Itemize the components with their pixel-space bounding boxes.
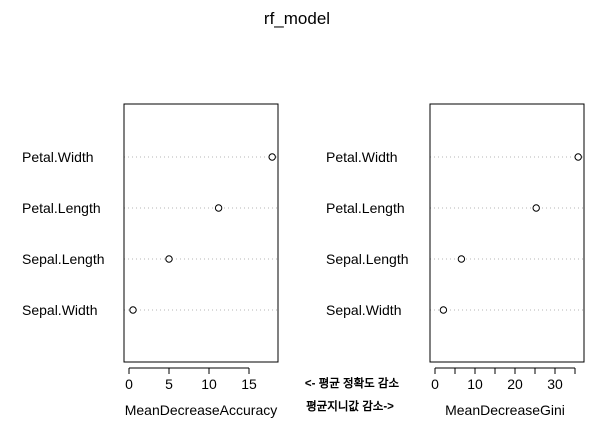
x-tick-label: 5 bbox=[165, 376, 173, 392]
data-point bbox=[129, 306, 137, 314]
data-point bbox=[439, 306, 448, 314]
x-tick-label: 20 bbox=[507, 376, 523, 392]
chart-title: rf_model bbox=[264, 9, 330, 28]
gini-panel: Petal.Width Petal.Length Sepal.Length Sepal… bbox=[326, 103, 585, 418]
x-axis-label: MeanDecreaseGini bbox=[445, 402, 565, 418]
accuracy-panel: Petal.Width Petal.Length Sepal.Length Sepal… bbox=[22, 103, 279, 418]
category-label: Petal.Width bbox=[22, 149, 94, 165]
annotation-accuracy: <- 평균 정확도 감소 bbox=[305, 376, 400, 390]
data-point bbox=[574, 153, 582, 161]
category-label: Sepal.Length bbox=[22, 251, 105, 267]
x-tick-label: 0 bbox=[125, 376, 133, 392]
category-label: Sepal.Length bbox=[326, 251, 409, 267]
annotation-gini: 평균지니값 감소-> bbox=[306, 399, 394, 413]
x-tick-label: 0 bbox=[431, 376, 439, 392]
category-label: Petal.Length bbox=[326, 200, 405, 216]
x-axis-label: MeanDecreaseAccuracy bbox=[125, 402, 278, 418]
x-tick-label: 10 bbox=[201, 376, 217, 392]
category-label: Sepal.Width bbox=[22, 302, 97, 318]
category-label: Sepal.Width bbox=[326, 302, 401, 318]
x-tick-label: 10 bbox=[467, 376, 483, 392]
x-tick-label: 15 bbox=[241, 376, 257, 392]
category-label: Petal.Width bbox=[326, 149, 398, 165]
plot-frame bbox=[429, 103, 585, 363]
data-point bbox=[165, 255, 173, 263]
data-point bbox=[214, 204, 223, 212]
x-tick-label: 30 bbox=[547, 376, 563, 392]
category-label: Petal.Length bbox=[22, 200, 101, 216]
data-point bbox=[268, 153, 276, 161]
data-point bbox=[457, 255, 466, 263]
data-point bbox=[532, 204, 540, 212]
plot-frame bbox=[123, 103, 279, 363]
annotation: <- 평균 정확도 감소 평균지니값 감소-> bbox=[305, 376, 400, 413]
